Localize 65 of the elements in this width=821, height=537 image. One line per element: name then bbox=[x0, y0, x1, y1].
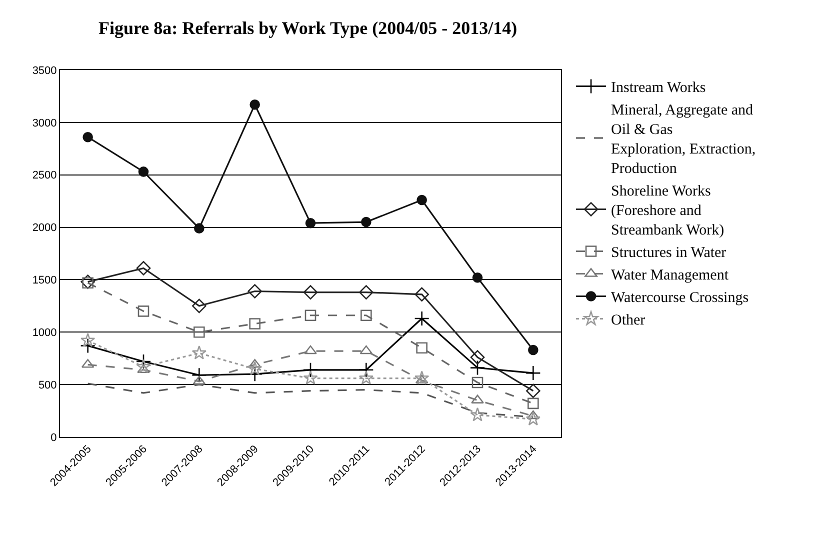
point bbox=[360, 310, 372, 322]
point bbox=[528, 344, 538, 356]
point bbox=[414, 287, 429, 302]
legend-label: Shoreline Works (Foreshore and Streambank Work) bbox=[611, 184, 724, 239]
legend-label: Instream Works bbox=[611, 80, 706, 96]
y-tick-label: 3000 bbox=[32, 117, 57, 130]
point bbox=[472, 376, 484, 388]
point bbox=[248, 361, 262, 376]
point bbox=[82, 132, 93, 142]
point bbox=[80, 332, 96, 347]
point bbox=[414, 310, 430, 326]
point bbox=[249, 318, 260, 330]
point bbox=[303, 285, 318, 300]
point bbox=[358, 362, 374, 378]
point bbox=[192, 376, 206, 385]
chart-title: Figure 8a: Referrals by Work Type (2004/05 - 2013/14) bbox=[98, 18, 518, 38]
point bbox=[360, 345, 373, 354]
point bbox=[136, 359, 151, 374]
point bbox=[194, 326, 205, 338]
point bbox=[470, 350, 485, 364]
point bbox=[80, 274, 95, 289]
legend-label: Watercourse Crossings bbox=[611, 290, 749, 306]
point bbox=[136, 354, 152, 370]
point bbox=[359, 285, 374, 300]
point bbox=[305, 218, 316, 228]
point bbox=[416, 194, 427, 206]
point bbox=[526, 412, 540, 426]
point bbox=[80, 338, 96, 354]
point bbox=[137, 364, 150, 374]
y-tick-label: 3500 bbox=[32, 64, 57, 77]
point bbox=[138, 306, 150, 317]
point bbox=[192, 298, 206, 314]
point bbox=[470, 407, 485, 422]
legend-label: Mineral, Aggregate and Oil & Gas Exploration, Extraction, Production bbox=[611, 102, 756, 178]
point bbox=[192, 345, 206, 360]
point bbox=[302, 362, 318, 378]
y-tick-label: 500 bbox=[38, 379, 57, 392]
point bbox=[192, 367, 207, 383]
point bbox=[136, 261, 151, 276]
y-tick-label: 2500 bbox=[32, 170, 57, 182]
point bbox=[248, 284, 262, 298]
y-tick-label: 1500 bbox=[32, 274, 57, 287]
point bbox=[304, 310, 316, 322]
point bbox=[472, 272, 483, 283]
point bbox=[138, 166, 149, 177]
point bbox=[416, 342, 428, 354]
point bbox=[526, 410, 540, 420]
legend-label: Water Management bbox=[611, 268, 730, 284]
point bbox=[303, 370, 318, 385]
point bbox=[526, 384, 540, 398]
point bbox=[415, 374, 428, 384]
point bbox=[470, 360, 486, 376]
point bbox=[528, 398, 539, 410]
point bbox=[304, 345, 317, 354]
point bbox=[250, 99, 260, 110]
point bbox=[361, 216, 372, 228]
point bbox=[358, 370, 374, 385]
legend-label: Other bbox=[611, 312, 646, 329]
legend-label: Structures in Water bbox=[611, 245, 726, 262]
y-tick-label: 2000 bbox=[32, 222, 57, 234]
point bbox=[414, 370, 430, 385]
y-tick-label: 0 bbox=[50, 432, 57, 444]
point bbox=[194, 223, 204, 234]
point bbox=[526, 365, 541, 381]
y-tick-label: 1000 bbox=[32, 326, 57, 339]
